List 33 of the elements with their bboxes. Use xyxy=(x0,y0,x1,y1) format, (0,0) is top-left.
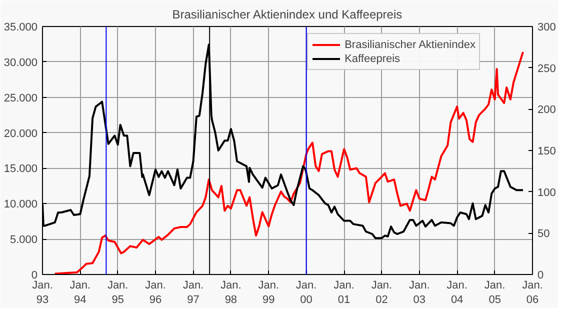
x-tick-label: Jan. 99 xyxy=(258,280,280,306)
y2-tick-label: 300 xyxy=(538,22,556,34)
y2-tick-label: 150 xyxy=(538,146,556,158)
x-tick-label: Jan. 02 xyxy=(371,280,392,306)
y2-tick-label: 50 xyxy=(538,228,550,240)
x-tick-label: Jan. 97 xyxy=(182,280,204,306)
x-tick-label: Jan. 95 xyxy=(107,280,128,306)
y-tick-label: 35.000 xyxy=(4,22,38,34)
x-tick-label: Jan. 98 xyxy=(220,280,242,306)
legend-label: Kaffeepreis xyxy=(344,52,400,65)
x-tick-label: Jan. 06 xyxy=(522,280,543,306)
x-tick-label: Jan. 00 xyxy=(296,280,317,306)
x-tick-label: Jan. 94 xyxy=(70,280,91,306)
y-tick-label: 15.000 xyxy=(4,163,38,176)
y-tick-label: 20.000 xyxy=(4,128,38,140)
chart-title: Brasilianischer Aktienindex und Kaffeepreis xyxy=(172,8,402,22)
legend-label: Brasilianischer Aktienindex xyxy=(344,38,476,51)
x-tick-label: Jan. 05 xyxy=(484,280,506,306)
y-tick-label: 30.000 xyxy=(4,56,38,69)
y2-tick-label: 0 xyxy=(538,270,544,282)
x-tick-label: Jan. 93 xyxy=(32,280,53,306)
x-tick-label: Jan. 04 xyxy=(446,280,468,306)
y2-tick-label: 250 xyxy=(538,62,556,75)
y-tick-label: 10.000 xyxy=(4,198,38,211)
x-tick-label: Jan. 01 xyxy=(334,280,354,306)
y2-tick-label: 200 xyxy=(538,104,556,116)
x-tick-label: Jan. 03 xyxy=(408,280,430,306)
y-tick-label: 25.000 xyxy=(4,92,38,104)
y-tick-label: 0 xyxy=(31,270,38,282)
line-series xyxy=(54,51,524,274)
y2-tick-label: 100 xyxy=(538,186,556,199)
y-tick-label: 5.000 xyxy=(10,234,38,246)
x-tick-label: Jan. 96 xyxy=(145,280,166,306)
